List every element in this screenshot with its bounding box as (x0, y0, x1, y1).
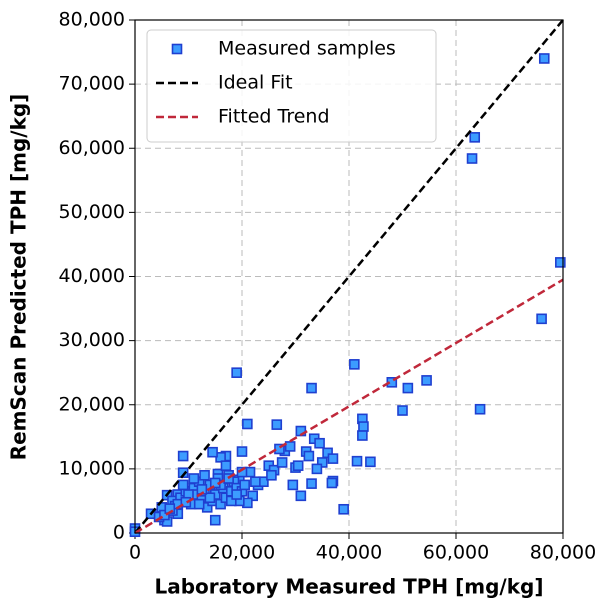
x-tick-label: 60,000 (423, 542, 489, 564)
point (266, 469, 277, 481)
point (466, 153, 478, 164)
legend: Measured samples Ideal Fit Fitted Trend (146, 29, 437, 143)
line (134, 278, 564, 535)
point (306, 478, 317, 489)
point (311, 463, 323, 475)
plot-frame (134, 19, 564, 534)
y-tick-label: 70,000 (59, 73, 125, 95)
y-tick-label: 50,000 (59, 201, 125, 223)
legend-box (146, 29, 437, 143)
y-axis-label: RemScan Predicted TPH [mg/kg] (7, 94, 31, 461)
point (536, 313, 547, 325)
y-tick-label: 40,000 (59, 265, 125, 287)
point (236, 446, 248, 457)
point (365, 456, 376, 468)
point (188, 473, 200, 484)
point (199, 469, 210, 481)
point (242, 418, 253, 430)
point (474, 403, 486, 415)
point (351, 455, 363, 467)
y-tick-label: 60,000 (59, 137, 125, 159)
legend-label: Ideal Fit (218, 72, 293, 94)
x-tick-label: 40,000 (316, 542, 382, 564)
point (193, 498, 205, 510)
legend-marker (171, 43, 183, 55)
point (306, 382, 317, 394)
point (314, 437, 325, 449)
point (215, 498, 226, 510)
point (292, 460, 304, 471)
point (177, 479, 189, 491)
point (236, 466, 248, 478)
point (239, 479, 250, 491)
point (295, 490, 307, 502)
point (538, 53, 550, 64)
x-tick-label: 0 (129, 542, 141, 564)
legend-label: Fitted Trend (218, 106, 330, 128)
point (231, 367, 242, 378)
point (316, 457, 328, 468)
point (357, 430, 368, 441)
y-tick-label: 20,000 (59, 393, 125, 415)
point (207, 446, 218, 458)
point (247, 490, 258, 502)
point (159, 509, 170, 521)
y-tick-label: 10,000 (59, 457, 125, 479)
point (322, 447, 333, 459)
point (231, 489, 242, 500)
point (177, 450, 189, 462)
point (284, 441, 296, 452)
point (397, 405, 408, 416)
point (326, 477, 338, 489)
point (250, 476, 261, 488)
point (287, 479, 299, 491)
point (338, 503, 349, 515)
point (209, 514, 221, 526)
y-tick-label: 30,000 (59, 329, 125, 351)
point (220, 460, 232, 471)
point (469, 132, 481, 143)
point (276, 457, 288, 468)
y-tick-label: 80,000 (59, 9, 125, 31)
point (180, 496, 192, 508)
point (327, 453, 339, 464)
point (226, 495, 237, 507)
x-tick-label: 80,000 (530, 542, 596, 564)
point (271, 419, 283, 430)
line (134, 19, 564, 534)
legend-label: Measured samples (218, 38, 396, 60)
point (204, 492, 216, 504)
y-tick-label: 0 (113, 522, 125, 544)
point (358, 421, 369, 432)
x-axis-label: Laboratory Measured TPH [mg/kg] (155, 575, 544, 599)
point (349, 359, 360, 370)
point (402, 382, 414, 394)
point (421, 375, 432, 386)
point (555, 257, 566, 268)
point (303, 450, 315, 462)
x-tick-label: 20,000 (209, 542, 275, 564)
